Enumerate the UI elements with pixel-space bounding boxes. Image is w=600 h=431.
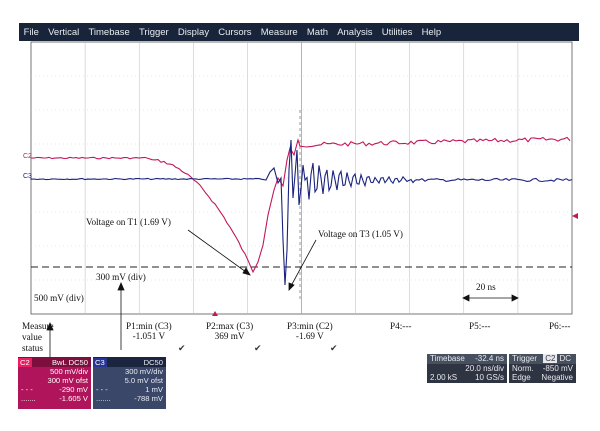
measure-p2-value: 369 mV bbox=[214, 331, 245, 341]
measure-p1-value: -1.051 V bbox=[132, 331, 166, 341]
channel-c2-descriptor[interactable]: C2 BwL DC50 500 mV/div 300 mV ofst - - -… bbox=[18, 357, 91, 409]
channel-c3-mode: DC50 bbox=[143, 357, 163, 367]
arrowhead-300mv bbox=[117, 281, 125, 291]
trigger-type: Edge bbox=[512, 373, 531, 383]
menu-timebase[interactable]: Timebase bbox=[88, 26, 130, 38]
menu-trigger[interactable]: Trigger bbox=[138, 26, 169, 38]
channel-c2-marker-a: - - - bbox=[21, 385, 33, 394]
trigger-level-marker[interactable] bbox=[572, 213, 578, 219]
timebase-tdiv: 20.0 ns/div bbox=[465, 363, 504, 373]
menu-measure[interactable]: Measure bbox=[260, 26, 298, 38]
trigger-position-marker[interactable] bbox=[212, 311, 218, 316]
annotation-300mv-div: 300 mV (div) bbox=[96, 272, 146, 282]
measure-p3-name: P3:min (C2) bbox=[287, 321, 333, 331]
annotation-t3: Voltage on T3 (1.05 V) bbox=[318, 229, 403, 239]
trigger-level: -850 mV bbox=[542, 363, 573, 373]
trigger-mode: Norm. bbox=[512, 363, 534, 373]
measure-p1-name: P1:min (C3) bbox=[126, 321, 172, 331]
channel-tag-c2: C2 bbox=[23, 153, 32, 160]
channel-tag-c3: C3 bbox=[23, 173, 32, 180]
timebase-label: Timebase bbox=[430, 354, 465, 364]
menu-utilities[interactable]: Utilities bbox=[381, 26, 413, 38]
arrowhead-t3 bbox=[288, 282, 295, 291]
trigger-descriptor[interactable]: Trigger C2 DC Norm. -850 mV Edge Negative bbox=[509, 354, 576, 383]
measure-p2-status-icon: ✔ bbox=[254, 343, 262, 353]
timebase-samples: 2.00 kS bbox=[430, 373, 458, 383]
channel-c3-vdiv: 300 mV/div bbox=[125, 367, 163, 376]
channel-c3-value-b: -788 mV bbox=[134, 394, 163, 403]
measure-p3[interactable]: P3:min (C2) -1.69 V bbox=[287, 321, 333, 341]
trigger-coupling: DC bbox=[559, 354, 571, 364]
menu-bar: File Vertical Timebase Trigger Display C… bbox=[19, 23, 579, 41]
trigger-slope: Negative bbox=[541, 373, 573, 383]
trace-c2 bbox=[30, 136, 571, 274]
channel-c3-tag: C3 bbox=[93, 357, 107, 367]
channel-c2-offset: 300 mV ofst bbox=[47, 376, 88, 385]
channel-c2-marker-b: ....... bbox=[21, 394, 36, 403]
measure-p1[interactable]: P1:min (C3) -1.051 V bbox=[126, 321, 172, 341]
arrowhead-t1 bbox=[242, 267, 251, 276]
status-word-1: Measure bbox=[22, 321, 54, 331]
annotation-20ns: 20 ns bbox=[476, 282, 496, 292]
channel-c2-value-a: -290 mV bbox=[59, 385, 88, 394]
menu-vertical[interactable]: Vertical bbox=[48, 26, 80, 38]
measure-p5[interactable]: P5:--- bbox=[469, 321, 491, 331]
measure-p4[interactable]: P4:--- bbox=[390, 321, 412, 331]
channel-c2-mode: BwL DC50 bbox=[51, 357, 88, 367]
channel-c3-descriptor[interactable]: C3 DC50 300 mV/div 5.0 mV ofst - - - 1 mV… bbox=[93, 357, 166, 409]
channel-c3-offset: 5.0 mV ofst bbox=[124, 376, 163, 385]
channel-c2-vdiv: 500 mV/div bbox=[50, 367, 88, 376]
measure-p2[interactable]: P2:max (C3) 369 mV bbox=[206, 321, 253, 341]
menu-help[interactable]: Help bbox=[421, 26, 442, 38]
channel-c3-marker-a: - - - bbox=[96, 385, 108, 394]
arrow-t3 bbox=[290, 239, 317, 287]
timebase-descriptor[interactable]: Timebase -32.4 ns 20.0 ns/div 2.00 kS 10 G… bbox=[427, 354, 507, 383]
channel-c3-value-a: 1 mV bbox=[145, 385, 163, 394]
timebase-rate: 10 GS/s bbox=[475, 373, 504, 383]
status-word-3: status bbox=[22, 343, 43, 353]
menu-file[interactable]: File bbox=[23, 26, 39, 38]
menu-cursors[interactable]: Cursors bbox=[218, 26, 252, 38]
menu-math[interactable]: Math bbox=[306, 26, 328, 38]
channel-c2-value-b: -1.605 V bbox=[59, 394, 88, 403]
measure-p1-status-icon: ✔ bbox=[178, 343, 186, 353]
trace-c3 bbox=[30, 139, 573, 286]
menu-analysis[interactable]: Analysis bbox=[337, 26, 373, 38]
measure-status-label: Measure value status bbox=[22, 321, 54, 354]
trigger-label: Trigger bbox=[512, 354, 538, 364]
menu-display[interactable]: Display bbox=[177, 26, 210, 38]
channel-c3-marker-b: ....... bbox=[96, 394, 111, 403]
timebase-delay: -32.4 ns bbox=[475, 354, 504, 364]
annotation-500mv-div: 500 mV (div) bbox=[34, 293, 84, 303]
status-word-2: value bbox=[22, 332, 42, 342]
annotation-t1: Voltage on T1 (1.69 V) bbox=[86, 217, 171, 227]
measure-p3-value: -1.69 V bbox=[295, 331, 324, 341]
arrow-t1 bbox=[187, 229, 247, 273]
measure-p2-name: P2:max (C3) bbox=[206, 321, 254, 331]
measure-p3-status-icon: ✔ bbox=[330, 343, 338, 353]
scale-arrow-right bbox=[511, 294, 519, 302]
measure-p6[interactable]: P6:--- bbox=[549, 321, 571, 331]
arrowhead-500mv bbox=[46, 321, 54, 331]
scale-arrow-left bbox=[462, 294, 470, 302]
trigger-source: C2 bbox=[543, 354, 558, 364]
channel-c2-tag: C2 bbox=[18, 357, 32, 367]
